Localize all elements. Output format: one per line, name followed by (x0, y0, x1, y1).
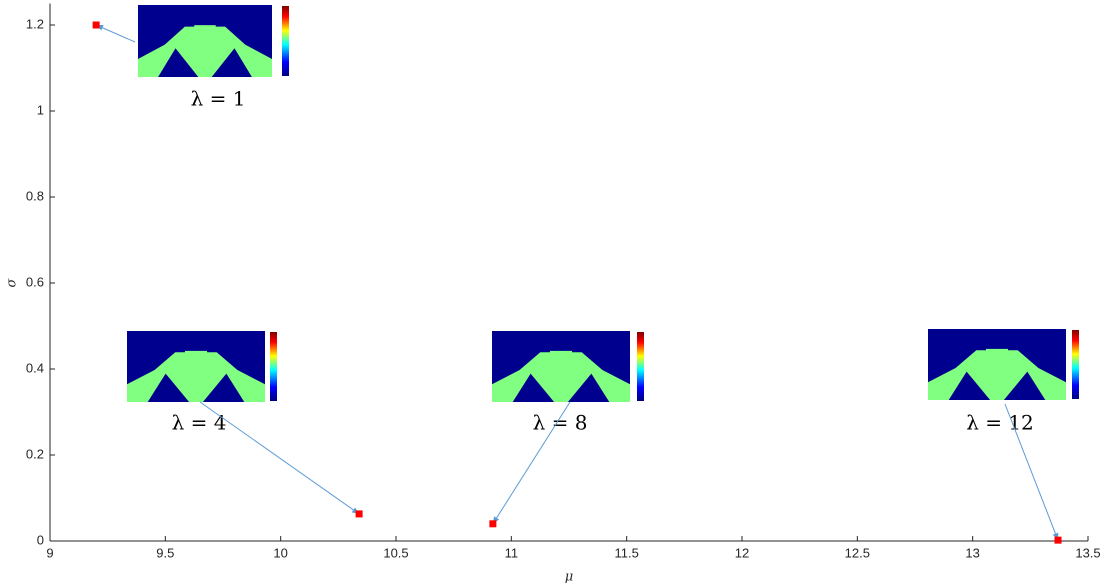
structure (127, 352, 265, 402)
structure-top (985, 348, 1009, 354)
x-tick-label: 13.5 (1075, 545, 1100, 560)
point (355, 510, 363, 518)
colorbar (637, 332, 644, 401)
x-tick-label: 10 (273, 545, 287, 560)
colorbar (270, 332, 277, 401)
structure (492, 352, 630, 402)
x-tick-label: 12 (735, 545, 749, 560)
structure-top (549, 350, 573, 356)
y-tick-label: 0.2 (26, 446, 44, 461)
annotation: λ = 1 (191, 87, 246, 111)
colorbar (282, 6, 289, 76)
x-tick-label: 9 (46, 545, 53, 560)
x-tick-label: 10.5 (383, 545, 408, 560)
topology-image (127, 331, 277, 402)
y-tick-label: 0 (37, 532, 44, 547)
y-tick-label: 1.2 (26, 16, 44, 31)
x-tick-label: 9.5 (156, 545, 174, 560)
point (489, 520, 497, 528)
y-tick-label: 0.4 (26, 360, 44, 375)
x-axis-label: μ (565, 570, 573, 585)
point (1054, 536, 1062, 544)
topology-image (492, 331, 644, 402)
structure (928, 350, 1066, 400)
arrow (199, 401, 360, 515)
arrow (95, 24, 136, 43)
y-axis-label: σ (5, 277, 20, 287)
x-tick-label: 12.5 (845, 545, 870, 560)
y-tick-label: 1 (37, 102, 44, 117)
structure (138, 26, 272, 78)
y-tick-label: 0.6 (26, 274, 44, 289)
annotation: λ = 4 (172, 411, 227, 435)
topology-image (928, 329, 1079, 400)
structure-top (184, 350, 208, 356)
annotation: λ = 8 (533, 411, 588, 435)
topology-image (138, 5, 289, 78)
structure-top (194, 25, 216, 30)
y-tick-label: 0.8 (26, 188, 44, 203)
x-tick-label: 13 (965, 545, 979, 560)
annotation: λ = 12 (966, 411, 1034, 435)
colorbar (1072, 330, 1079, 399)
point (92, 21, 100, 29)
x-tick-label: 11.5 (614, 545, 638, 560)
arrow (492, 401, 571, 525)
x-tick-label: 11 (505, 545, 519, 560)
arrow (1004, 403, 1059, 541)
